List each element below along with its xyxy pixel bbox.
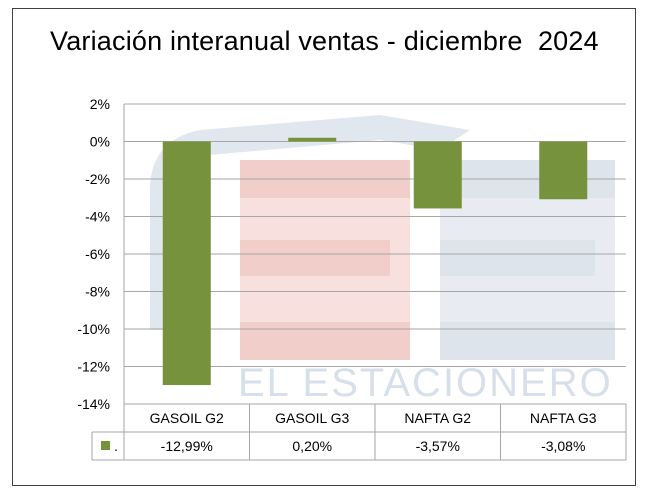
legend-label: . [114, 438, 118, 454]
y-tick-label: -14% [77, 396, 110, 412]
category-label: GASOIL G3 [275, 410, 349, 426]
data-label: 0,20% [292, 438, 332, 454]
y-tick-label: -6% [85, 246, 110, 262]
bar [162, 141, 211, 386]
y-tick-label: 2% [90, 96, 110, 112]
watermark-text: EL ESTACIONERO [238, 361, 613, 405]
bar [288, 137, 337, 142]
category-label: NAFTA G3 [530, 410, 597, 426]
chart-title: Variación interanual ventas - diciembre … [50, 26, 599, 56]
data-label: -12,99% [161, 438, 213, 454]
legend-swatch [101, 441, 110, 450]
category-label: NAFTA G2 [404, 410, 471, 426]
y-tick-label: 0% [90, 134, 110, 150]
y-tick-label: -2% [85, 171, 110, 187]
y-tick-label: -10% [77, 321, 110, 337]
y-tick-label: -12% [77, 359, 110, 375]
bar [413, 141, 462, 209]
data-label: -3,08% [541, 438, 585, 454]
bar [539, 141, 588, 200]
data-label: -3,57% [416, 438, 460, 454]
y-tick-label: -4% [85, 209, 110, 225]
y-tick-label: -8% [85, 284, 110, 300]
category-label: GASOIL G2 [150, 410, 224, 426]
